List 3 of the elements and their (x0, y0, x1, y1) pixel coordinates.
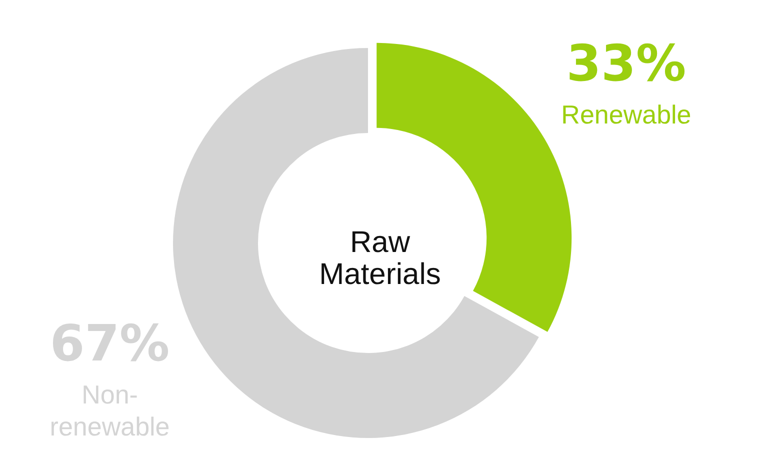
data-label: 33% (566, 34, 686, 92)
slice-label: Renewable (561, 99, 692, 130)
text: Raw Materials (319, 226, 441, 291)
